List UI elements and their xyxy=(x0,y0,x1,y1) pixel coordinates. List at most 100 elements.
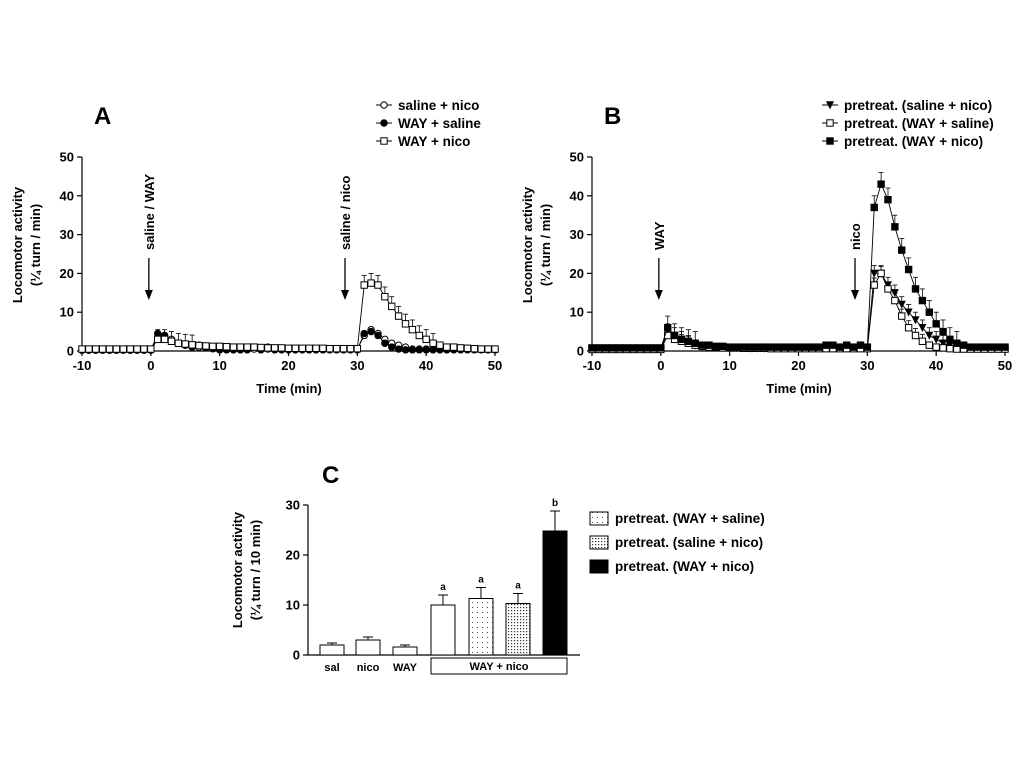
legend-label: pretreat. (WAY + saline) xyxy=(844,116,994,131)
data-point xyxy=(898,312,906,320)
significance-label: a xyxy=(440,582,446,593)
data-point xyxy=(229,343,238,351)
series-a-2 xyxy=(78,272,499,353)
legend-b: pretreat. (saline + nico) pretreat. (WAY … xyxy=(822,98,994,149)
data-point xyxy=(911,285,920,293)
data-point xyxy=(856,341,865,349)
legend-item: pretreat. (WAY + nico) xyxy=(589,559,754,574)
data-point xyxy=(746,343,755,351)
data-point xyxy=(450,343,458,351)
significance-label: a xyxy=(478,575,484,586)
data-point xyxy=(691,339,699,347)
legend-label: pretreat. (saline + nico) xyxy=(844,98,992,113)
y-tick-label: 50 xyxy=(60,150,74,165)
bar xyxy=(319,644,345,656)
data-point xyxy=(932,335,941,344)
x-tick-label: -10 xyxy=(583,358,602,373)
data-point xyxy=(911,331,920,340)
data-point xyxy=(277,344,286,352)
y-tick-label: 0 xyxy=(577,344,584,359)
data-point xyxy=(319,344,327,352)
data-point xyxy=(684,337,693,346)
y-tick-label: 20 xyxy=(286,548,300,563)
y-tick-label: 30 xyxy=(60,227,74,242)
data-point xyxy=(670,331,679,340)
x-tick-label: 20 xyxy=(791,358,805,373)
data-point xyxy=(360,281,368,289)
data-point xyxy=(705,341,713,349)
data-point xyxy=(477,345,485,353)
data-point xyxy=(174,339,183,347)
data-point xyxy=(422,346,430,354)
panel-a: A saline + nico WAY + saline WAY + nico 0 1… xyxy=(10,98,502,396)
data-point xyxy=(925,331,934,340)
data-point xyxy=(980,343,989,351)
bar xyxy=(355,639,381,656)
y-tick-label: 20 xyxy=(60,266,74,281)
series-b-0 xyxy=(587,265,1010,354)
data-point xyxy=(787,343,796,351)
data-point xyxy=(291,344,300,352)
y-tick-label: 0 xyxy=(67,344,74,359)
data-point xyxy=(760,343,768,351)
data-point xyxy=(842,341,851,349)
legend-item: pretreat. (saline + nico) xyxy=(589,535,763,550)
data-point xyxy=(946,335,954,344)
data-point xyxy=(367,327,375,336)
data-point xyxy=(939,339,948,348)
x-tick-label: 50 xyxy=(488,358,502,373)
data-point xyxy=(677,335,686,344)
data-point xyxy=(932,320,940,328)
legend-marker xyxy=(380,101,388,109)
data-point xyxy=(353,344,362,353)
data-point xyxy=(767,343,775,351)
y-tick-label: 40 xyxy=(570,188,584,203)
marks-b xyxy=(587,172,1010,354)
data-point xyxy=(925,341,933,349)
data-point xyxy=(167,337,176,346)
data-point xyxy=(622,344,631,352)
data-point xyxy=(415,346,423,354)
data-point xyxy=(712,342,720,351)
x-tick-label: 30 xyxy=(350,358,364,373)
event-label: saline / WAY xyxy=(142,174,157,250)
data-point xyxy=(422,335,430,344)
data-point xyxy=(849,343,858,351)
data-point xyxy=(918,337,927,346)
data-point xyxy=(484,345,492,353)
data-point xyxy=(140,345,148,353)
data-point xyxy=(801,343,810,351)
data-point xyxy=(381,292,389,301)
event-arrow-head xyxy=(341,290,350,300)
x-tick-label: 40 xyxy=(929,358,943,373)
y-axis-title-c-line2: (¼ turn / 10 min) xyxy=(248,520,263,620)
data-point xyxy=(588,344,596,352)
data-point xyxy=(925,308,933,316)
x-tick-label: 40 xyxy=(419,358,433,373)
data-point xyxy=(346,344,355,353)
x-tick-label: 0 xyxy=(657,358,664,373)
data-point xyxy=(891,296,899,305)
data-point xyxy=(332,344,341,353)
data-point xyxy=(643,344,651,352)
data-point xyxy=(401,346,410,354)
data-point xyxy=(415,331,423,340)
data-point xyxy=(394,312,403,320)
legend-label: WAY + nico xyxy=(398,134,470,149)
legend-swatch xyxy=(589,511,609,526)
y-axis-title-b-line2: (¼ turn / min) xyxy=(538,204,553,286)
data-point xyxy=(829,341,837,349)
data-point xyxy=(732,343,741,351)
category-label: nico xyxy=(357,662,380,674)
legend-item: pretreat. (WAY + saline) xyxy=(589,511,765,526)
data-point xyxy=(360,329,368,338)
series-b-2 xyxy=(588,172,1009,352)
data-point xyxy=(78,345,86,353)
data-point xyxy=(401,320,410,328)
data-point xyxy=(408,346,417,354)
legend-marker xyxy=(826,119,834,127)
x-axis-title-a: Time (min) xyxy=(256,381,322,396)
x-tick-label: 10 xyxy=(212,358,226,373)
data-point xyxy=(939,344,947,352)
marks-c: sal nico WAY a a a b WAY + nico xyxy=(319,498,568,675)
